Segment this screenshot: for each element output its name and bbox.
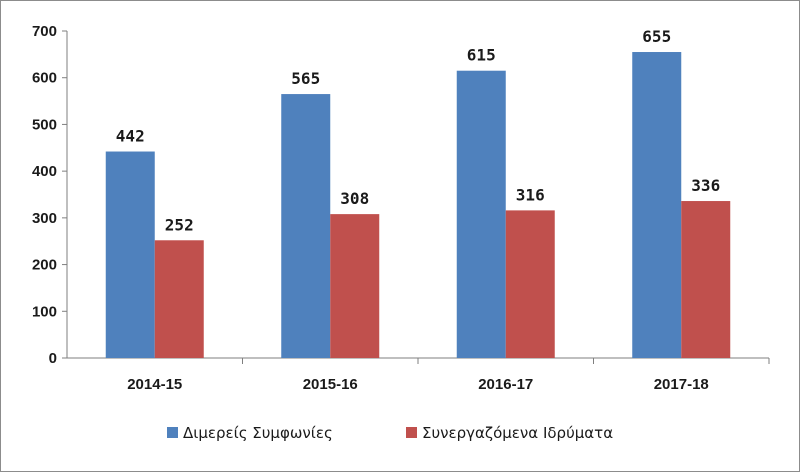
- x-tick-label: 2014-15: [127, 376, 182, 393]
- data-label: 655: [642, 27, 671, 46]
- legend-swatch: [406, 427, 417, 438]
- data-label: 336: [691, 176, 720, 195]
- bars: [105, 52, 731, 359]
- bar: [632, 52, 682, 359]
- bar: [330, 214, 380, 358]
- legend: Διμερείς Συμφωνίες Συνεργαζόμενα Ιδρύματα: [167, 424, 613, 442]
- y-tick-label: 300: [32, 210, 57, 227]
- y-tick-label: 400: [32, 163, 57, 180]
- bar: [281, 94, 331, 359]
- y-tick-label: 100: [32, 303, 57, 320]
- y-tick-label: 500: [32, 116, 57, 133]
- legend-label: Διμερείς Συμφωνίες: [183, 424, 333, 442]
- data-label: 308: [340, 189, 369, 208]
- bar: [105, 151, 155, 358]
- data-label: 442: [116, 127, 145, 146]
- y-tick-label: 200: [32, 257, 57, 274]
- data-labels: 442 252 565 308 615 316 655 336: [116, 27, 720, 234]
- data-label: 316: [516, 185, 545, 204]
- y-tick-label: 700: [32, 23, 57, 40]
- y-tick-label: 0: [49, 350, 57, 367]
- data-label: 615: [467, 46, 496, 65]
- axes: 0 100 200 300 400 500 600 700 2014-15 2015-16 2016…: [32, 23, 770, 393]
- bar: [154, 240, 204, 358]
- bar: [681, 201, 731, 358]
- x-tick-label: 2016-17: [478, 376, 533, 393]
- data-label: 252: [165, 215, 194, 234]
- x-tick-label: 2015-16: [303, 376, 358, 393]
- legend-swatch: [167, 427, 178, 438]
- x-tick-label: 2017-18: [654, 376, 709, 393]
- y-tick-label: 600: [32, 70, 57, 87]
- bar: [505, 210, 555, 358]
- legend-label: Συνεργαζόμενα Ιδρύματα: [422, 424, 613, 442]
- data-label: 565: [291, 69, 320, 88]
- bar: [456, 70, 506, 358]
